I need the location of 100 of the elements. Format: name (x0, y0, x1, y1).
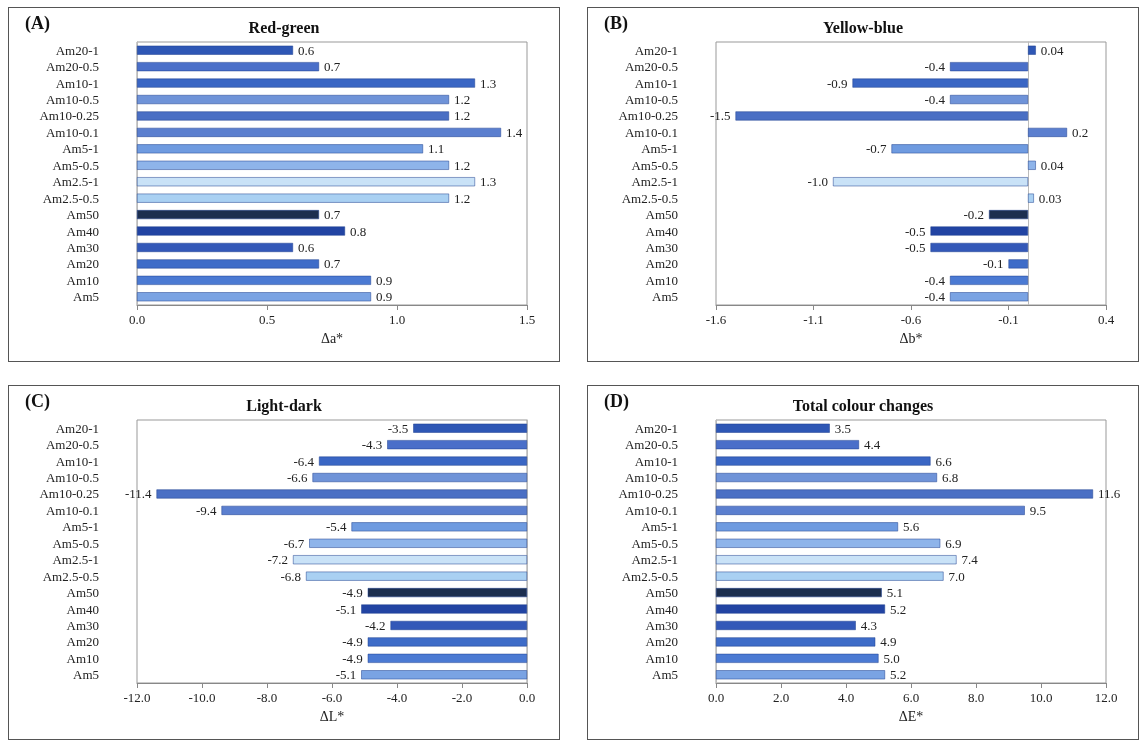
y-tick-label: Am10-0.25 (39, 108, 99, 124)
y-tick-label: Am5-1 (62, 519, 99, 535)
bar (137, 177, 475, 187)
bar (137, 127, 501, 137)
bar (716, 571, 944, 581)
x-tick-label: 4.0 (837, 690, 855, 705)
data-label: 1.2 (454, 92, 471, 108)
y-tick-label: Am20 (645, 256, 678, 272)
data-label: -6.8 (280, 568, 301, 584)
data-label: 1.1 (428, 141, 445, 157)
chart-title: Yellow-blue (823, 18, 903, 36)
y-tick-label: Am10-0.25 (618, 486, 678, 502)
y-tick-label: Am2.5-0.5 (42, 568, 99, 584)
bar (930, 226, 1028, 236)
x-axis-title: Δb* (899, 330, 923, 346)
data-label: -4.9 (342, 585, 363, 601)
y-tick-label: Am50 (645, 207, 678, 223)
text: (A) (25, 13, 50, 34)
bar (716, 538, 941, 548)
x-tick-label: 0.0 (707, 690, 725, 705)
y-tick-label: Am2.5-0.5 (621, 568, 678, 584)
y-tick-label: Am20-0.5 (45, 59, 99, 75)
x-tick-label: -6.0 (321, 690, 343, 705)
x-tick-label: -2.0 (451, 690, 473, 705)
y-tick-label: Am10 (66, 272, 99, 288)
y-tick-label: Am10-1 (55, 75, 99, 91)
data-label: -0.7 (865, 141, 887, 157)
y-tick-label: Am5 (73, 667, 99, 683)
bar (1028, 160, 1036, 170)
y-tick-label: Am50 (66, 585, 99, 601)
bar (137, 95, 449, 105)
text: (C) (25, 391, 50, 412)
data-label: 5.0 (883, 650, 900, 666)
data-label: -0.4 (924, 272, 946, 288)
data-label: -11.4 (124, 486, 152, 502)
y-tick-label: Am10 (645, 272, 678, 288)
data-label: 9.5 (1029, 502, 1046, 518)
y-tick-label: Am10-0.25 (39, 486, 99, 502)
data-label: -0.4 (924, 59, 946, 75)
y-tick-label: Am2.5-1 (631, 174, 678, 190)
bar (716, 653, 879, 663)
y-tick-label: Am20-1 (55, 42, 99, 58)
data-label: -4.2 (364, 617, 386, 633)
data-label: 0.9 (376, 272, 393, 288)
data-label: -5.1 (335, 667, 357, 683)
data-label: -1.5 (709, 108, 731, 124)
x-axis-title: ΔE* (898, 708, 924, 724)
x-tick-label: 0.5 (258, 312, 276, 327)
y-tick-label: Am2.5-1 (52, 552, 99, 568)
y-tick-label: Am10 (645, 650, 678, 666)
y-tick-label: Am5-0.5 (631, 157, 678, 173)
data-label: 0.04 (1040, 42, 1065, 58)
bar (137, 210, 319, 220)
data-label: 0.7 (324, 207, 341, 223)
data-label: -6.6 (286, 470, 308, 486)
bar (735, 111, 1028, 121)
x-tick-label: -0.6 (900, 312, 922, 327)
y-tick-label: Am30 (66, 239, 99, 255)
bar (137, 226, 345, 236)
data-label: 0.7 (324, 59, 341, 75)
bar (716, 670, 885, 680)
data-label: -0.5 (904, 223, 926, 239)
y-tick-label: Am50 (66, 207, 99, 223)
data-label: 0.04 (1040, 157, 1065, 173)
data-label: -6.7 (283, 535, 305, 551)
data-label: 7.0 (948, 568, 965, 584)
data-label: 11.6 (1098, 486, 1121, 502)
bar (137, 78, 475, 88)
data-label: 3.5 (834, 420, 851, 436)
data-label: -1.0 (807, 174, 828, 190)
data-label: 6.6 (935, 453, 953, 469)
x-axis-title: ΔL* (319, 708, 345, 724)
x-tick-label: -1.6 (705, 312, 727, 327)
y-tick-label: Am20-0.5 (45, 437, 99, 453)
bar (716, 473, 937, 483)
y-tick-label: Am5-0.5 (631, 535, 678, 551)
data-label: -4.9 (342, 634, 363, 650)
y-tick-label: Am5-0.5 (52, 535, 99, 551)
y-tick-label: Am20 (66, 634, 99, 650)
bar (950, 62, 1028, 72)
data-label: -5.1 (335, 601, 357, 617)
y-tick-label: Am10-0.1 (45, 124, 99, 140)
bar (137, 259, 319, 269)
y-tick-label: Am40 (66, 223, 99, 239)
data-label: 5.2 (890, 667, 907, 683)
x-tick-label: 0.0 (128, 312, 146, 327)
data-label: 4.9 (880, 634, 897, 650)
data-label: 1.4 (506, 124, 523, 140)
data-label: -4.9 (342, 650, 363, 666)
y-tick-label: Am5-1 (641, 141, 678, 157)
data-label: -0.9 (826, 75, 848, 91)
x-tick-label: -4.0 (386, 690, 408, 705)
bar (716, 456, 931, 466)
y-tick-label: Am40 (645, 223, 678, 239)
y-tick-label: Am20 (645, 634, 678, 650)
data-label: -6.4 (293, 453, 315, 469)
y-tick-label: Am20 (66, 256, 99, 272)
x-tick-label: 2.0 (772, 690, 790, 705)
bar (1028, 193, 1034, 203)
y-tick-label: Am10-0.1 (45, 502, 99, 518)
